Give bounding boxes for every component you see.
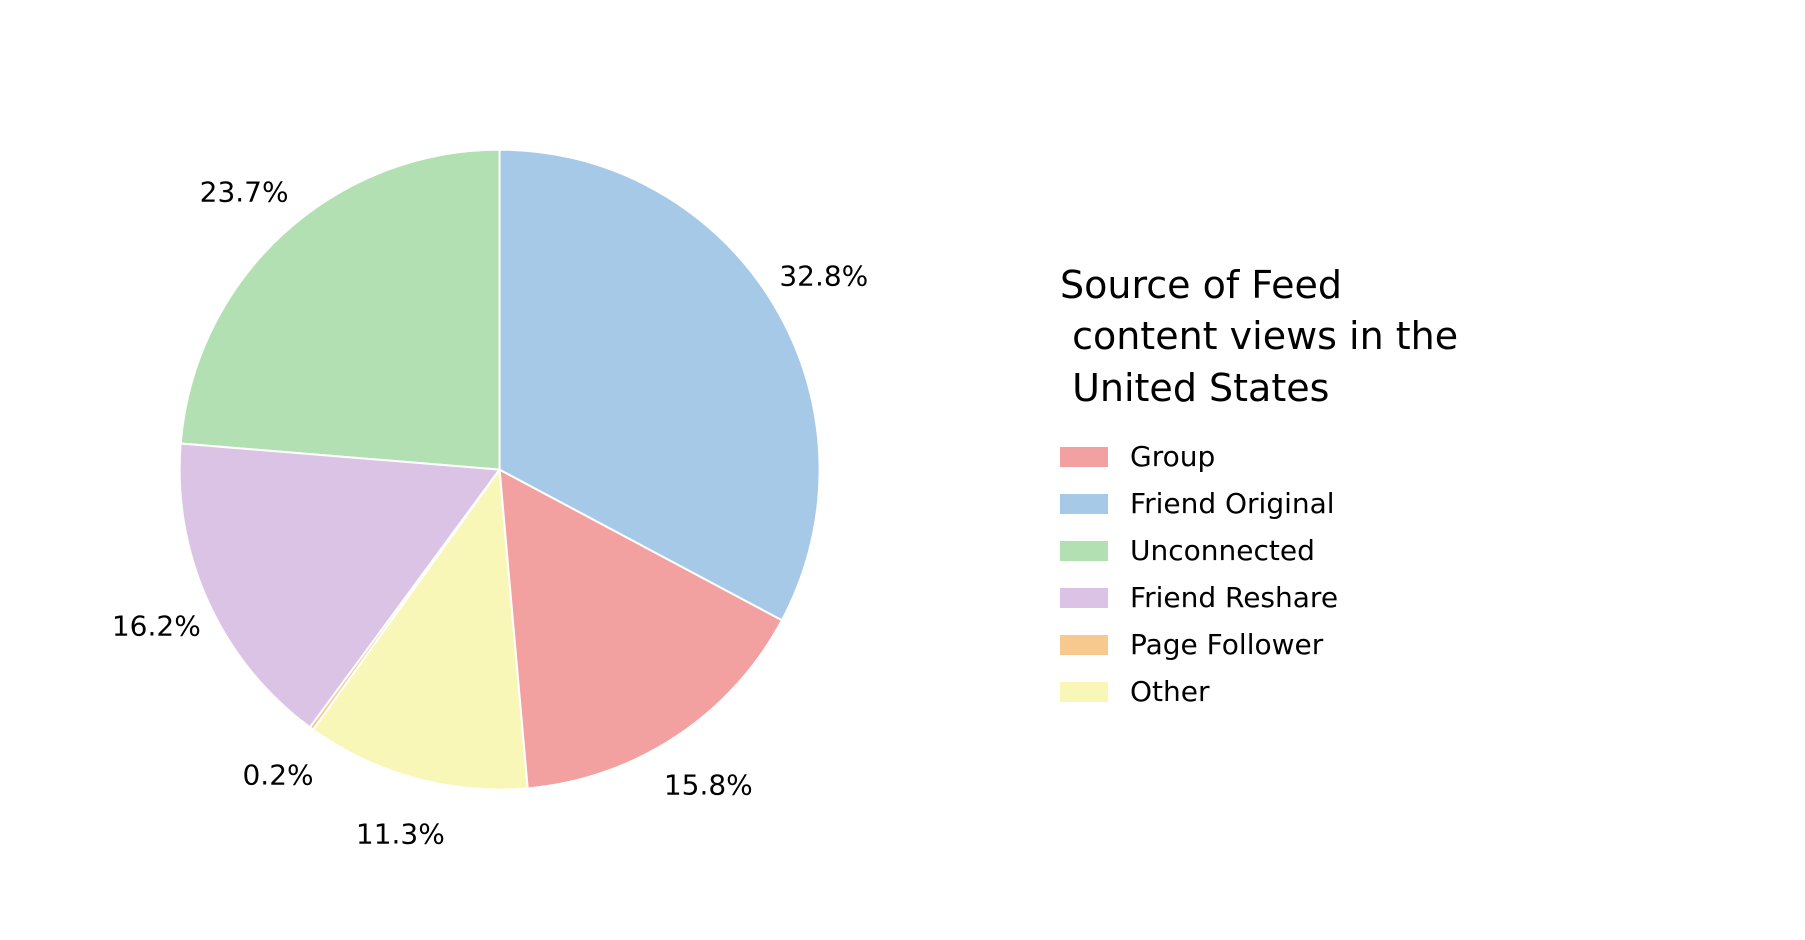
slice-percent-label: 11.3% bbox=[356, 818, 445, 851]
slice-percent-label: 15.8% bbox=[664, 768, 753, 801]
legend-label: Page Follower bbox=[1130, 628, 1323, 661]
slice-percent-label: 23.7% bbox=[200, 176, 289, 209]
legend-label: Other bbox=[1130, 675, 1210, 708]
legend-swatch bbox=[1060, 447, 1108, 467]
legend-item: Other bbox=[1060, 675, 1338, 708]
legend-item: Friend Original bbox=[1060, 487, 1338, 520]
legend-label: Group bbox=[1130, 440, 1215, 473]
legend-swatch bbox=[1060, 682, 1108, 702]
legend-label: Unconnected bbox=[1130, 534, 1315, 567]
legend-label: Friend Original bbox=[1130, 487, 1335, 520]
slice-percent-label: 16.2% bbox=[112, 610, 201, 643]
legend-label: Friend Reshare bbox=[1130, 581, 1338, 614]
chart-canvas: 23.7% 16.2% 0.2% 11.3% 15.8% 32.8% Source of … bbox=[0, 0, 1805, 940]
chart-title: Source of Feed content views in the Unit… bbox=[1060, 260, 1458, 414]
legend-swatch bbox=[1060, 494, 1108, 514]
legend-item: Page Follower bbox=[1060, 628, 1338, 661]
legend-swatch bbox=[1060, 635, 1108, 655]
legend-item: Friend Reshare bbox=[1060, 581, 1338, 614]
legend-item: Group bbox=[1060, 440, 1338, 473]
slice-percent-label: 0.2% bbox=[242, 759, 313, 792]
legend: Group Friend Original Unconnected Friend Re… bbox=[1060, 440, 1338, 722]
legend-item: Unconnected bbox=[1060, 534, 1338, 567]
legend-swatch bbox=[1060, 588, 1108, 608]
slice-percent-label: 32.8% bbox=[779, 259, 868, 292]
pie-chart bbox=[62, 32, 937, 907]
legend-swatch bbox=[1060, 541, 1108, 561]
